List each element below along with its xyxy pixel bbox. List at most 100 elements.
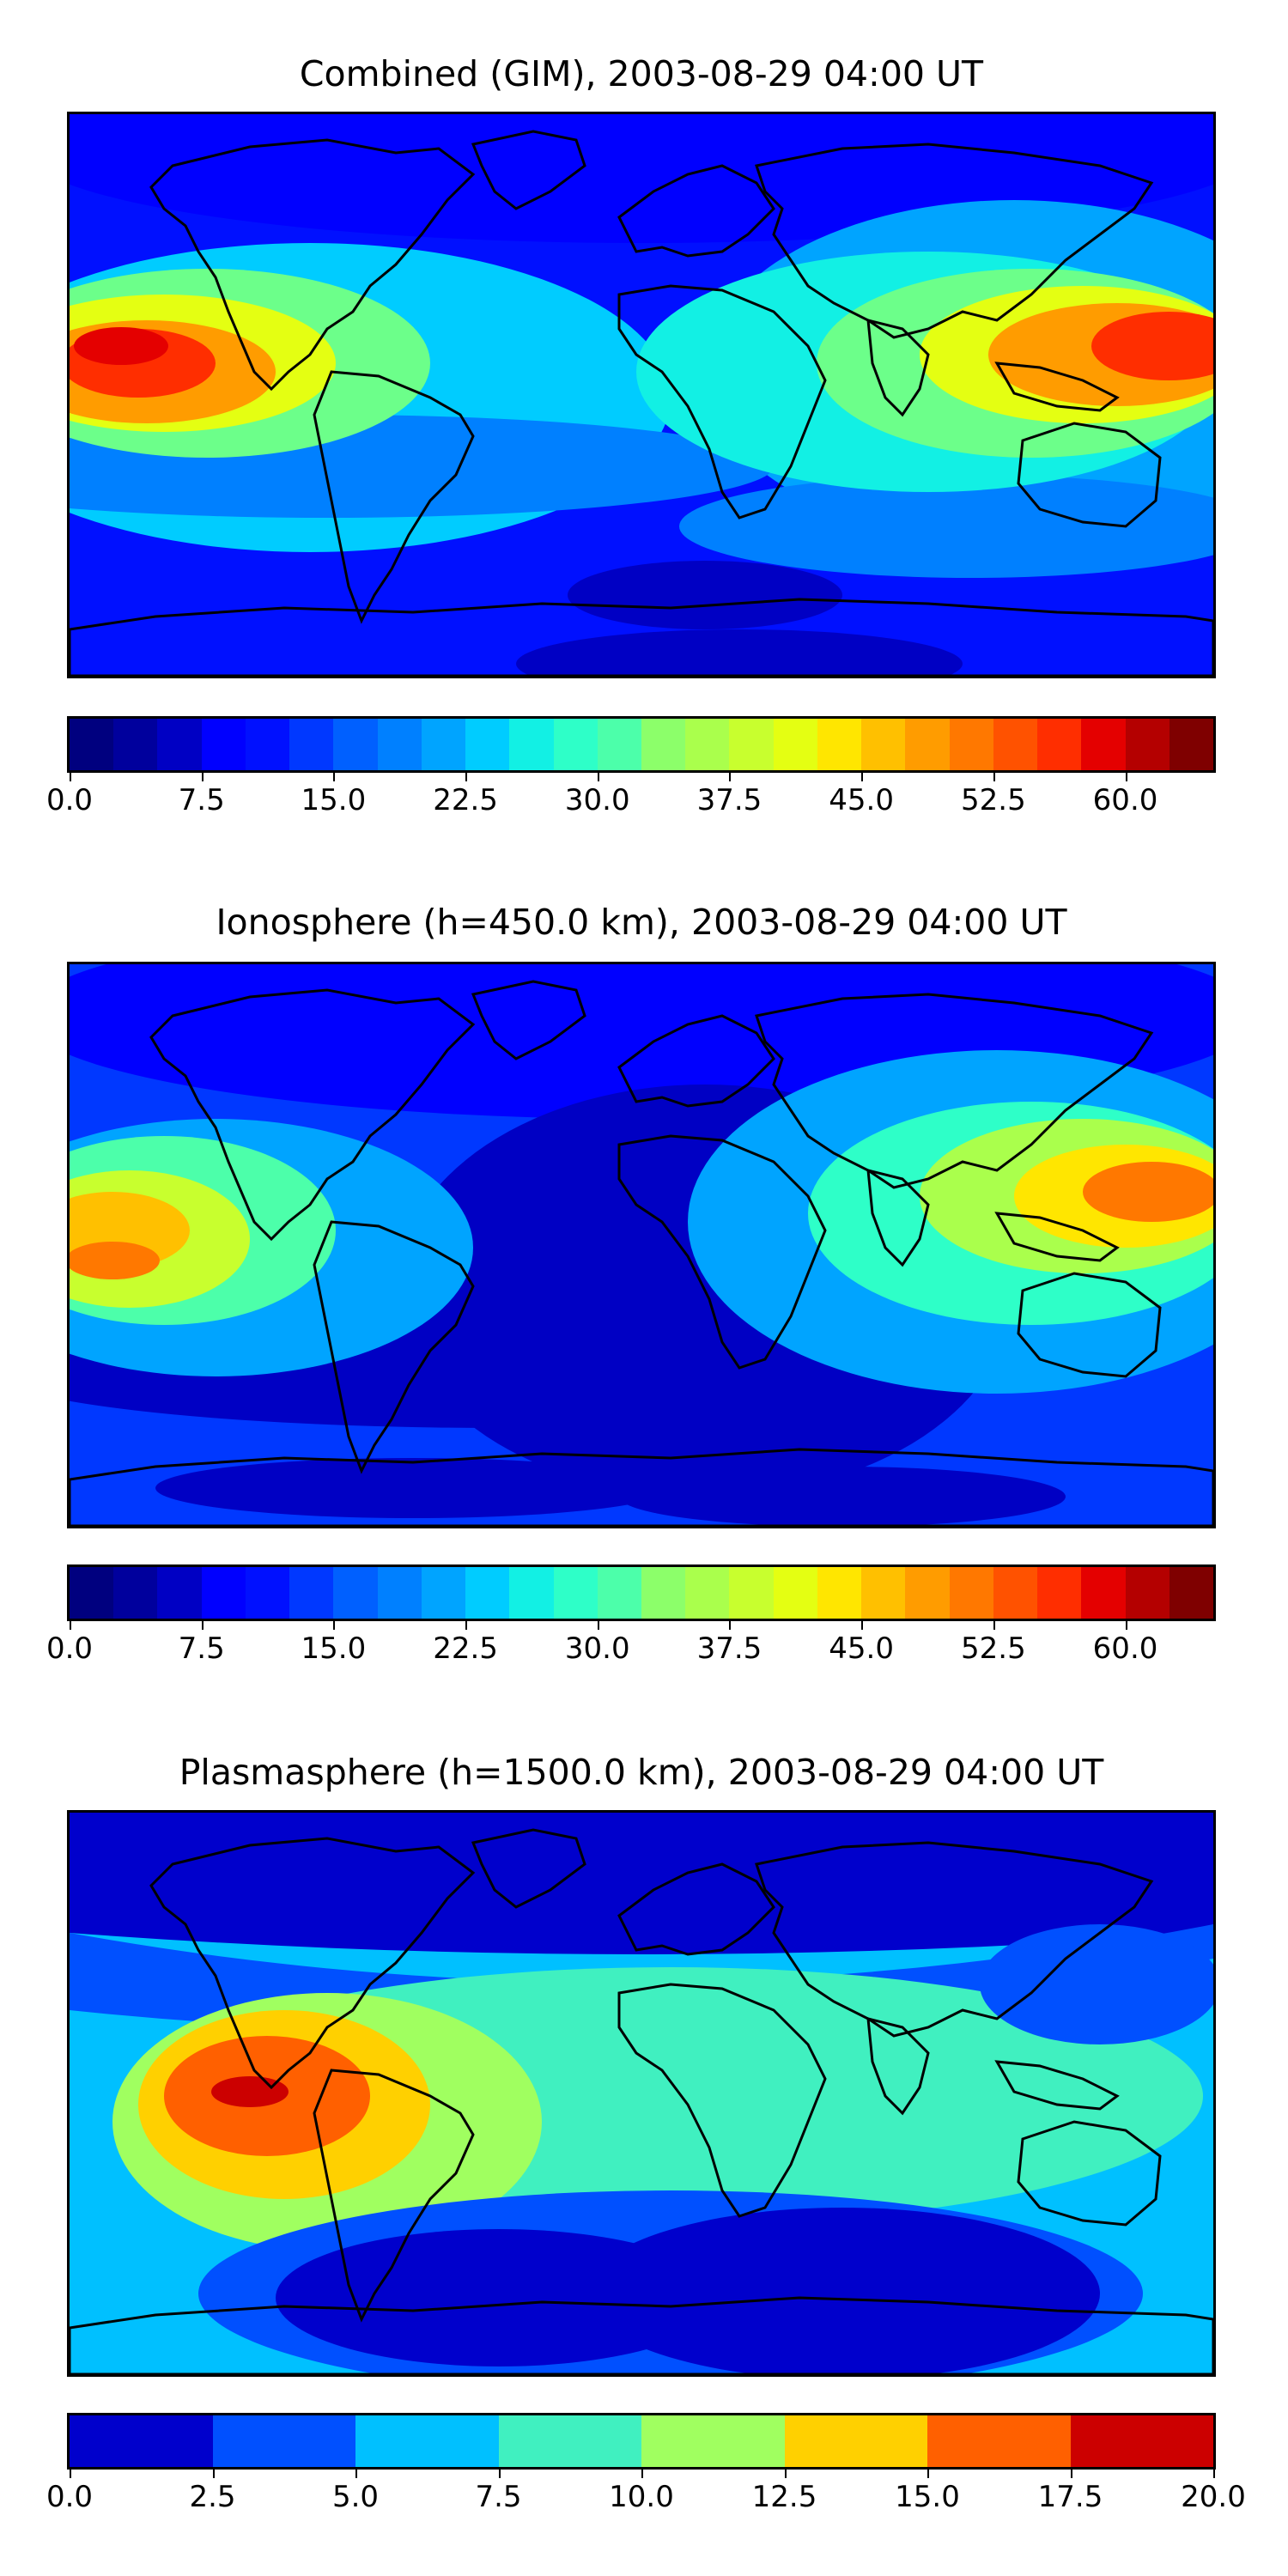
colorbar-tick-label: 60.0	[1092, 783, 1158, 817]
colorbar-tick	[1125, 1621, 1127, 1630]
colorbar-segment	[949, 719, 994, 770]
colorbar-segment	[70, 2415, 214, 2467]
colorbar-tick-label: 0.0	[46, 2480, 94, 2514]
colorbar-segment	[641, 2415, 786, 2467]
colorbar-segment	[70, 1567, 115, 1619]
coastline	[471, 1828, 586, 1909]
coastline	[994, 361, 1120, 412]
colorbar-tick	[597, 773, 599, 781]
coastline	[70, 1448, 1213, 1526]
colorbar	[67, 716, 1216, 773]
colorbar-tick	[70, 773, 71, 781]
colorbar-segment	[729, 1567, 775, 1619]
coastline	[70, 598, 1213, 676]
colorbar-tick	[465, 1621, 468, 1630]
colorbar-tick	[641, 2470, 643, 2478]
colorbar-segment	[212, 2415, 356, 2467]
colorbar	[67, 1564, 1216, 1621]
tec-map	[70, 964, 1213, 1526]
colorbar-tick	[861, 1621, 864, 1630]
coastline	[471, 980, 586, 1060]
colorbar-segment	[377, 719, 422, 770]
colorbar-segment	[817, 1567, 863, 1619]
coastline	[617, 1134, 827, 1370]
colorbar-segment	[773, 719, 818, 770]
colorbar-tick-label: 22.5	[433, 783, 498, 817]
colorbar-tick-label: 20.0	[1181, 2480, 1246, 2514]
colorbar-tick-label: 5.0	[331, 2480, 380, 2514]
colorbar-segment	[498, 2415, 642, 2467]
coastline	[994, 2060, 1120, 2111]
coastline	[149, 988, 476, 1242]
colorbar-tick-label: 37.5	[696, 1631, 762, 1666]
colorbar-tick	[861, 773, 864, 781]
coastline	[313, 1220, 475, 1474]
colorbar-segment	[817, 719, 863, 770]
colorbar-segment	[1125, 719, 1170, 770]
colorbar-segment	[1081, 719, 1127, 770]
colorbar-segment	[70, 719, 115, 770]
coastline	[866, 319, 930, 417]
panel-title: Ionosphere (h=450.0 km), 2003-08-29 04:0…	[216, 902, 1067, 943]
colorbar-tick	[70, 2470, 71, 2478]
colorbar-segment	[993, 719, 1039, 770]
colorbar-segment	[509, 719, 555, 770]
colorbar-tick-label: 7.5	[178, 1631, 225, 1666]
colorbar-tick	[993, 1621, 995, 1630]
colorbar-tick-label: 10.0	[609, 2480, 674, 2514]
colorbar-segment	[861, 719, 907, 770]
colorbar-segment	[465, 1567, 511, 1619]
coastline	[755, 993, 1154, 1189]
colorbar-tick	[201, 1621, 204, 1630]
contour-region	[70, 1813, 1213, 1954]
colorbar-segment	[245, 719, 291, 770]
colorbar-tick-label: 52.5	[960, 1631, 1026, 1666]
colorbar-segment	[597, 719, 642, 770]
colorbar-tick	[333, 1621, 336, 1630]
coastline	[313, 370, 475, 624]
coastline	[1017, 422, 1162, 528]
colorbar-segment	[333, 719, 379, 770]
contour-region	[619, 1467, 1066, 1526]
contour-region	[155, 1458, 671, 1518]
colorbar-segment	[1037, 719, 1083, 770]
colorbar-tick	[498, 2470, 501, 2478]
colorbar-segment	[289, 1567, 335, 1619]
colorbar-segment	[927, 2415, 1072, 2467]
colorbar-segment	[905, 1567, 951, 1619]
colorbar-tick-label: 30.0	[564, 783, 630, 817]
colorbar-tick	[333, 773, 336, 781]
colorbar-tick	[1213, 2470, 1215, 2478]
colorbar-segment	[784, 2415, 928, 2467]
contour-region	[1091, 312, 1213, 380]
colorbar-tick-label: 7.5	[178, 783, 225, 817]
colorbar-tick	[993, 773, 995, 781]
colorbar-segment	[1125, 1567, 1170, 1619]
colorbar-segment	[773, 1567, 818, 1619]
colorbar	[67, 2413, 1216, 2470]
contour-region	[679, 475, 1213, 578]
colorbar-segment	[949, 1567, 994, 1619]
colorbar-segment	[355, 2415, 500, 2467]
colorbar-segment	[861, 1567, 907, 1619]
coastline	[866, 1169, 930, 1267]
colorbar-tick-label: 30.0	[564, 1631, 630, 1666]
colorbar-segment	[597, 1567, 642, 1619]
coastline	[617, 164, 775, 258]
colorbar-segment	[685, 719, 731, 770]
colorbar-tick-label: 17.5	[1037, 2480, 1103, 2514]
colorbar-tick-label: 15.0	[301, 783, 367, 817]
colorbar-segment	[377, 1567, 422, 1619]
colorbar-segment	[421, 719, 467, 770]
colorbar-tick	[597, 1621, 599, 1630]
colorbar-tick-label: 7.5	[475, 2480, 522, 2514]
colorbar-segment	[1081, 1567, 1127, 1619]
colorbar-segment	[1070, 2415, 1213, 2467]
colorbar-segment	[113, 719, 159, 770]
colorbar-tick	[70, 1621, 71, 1630]
colorbar-tick-label: 22.5	[433, 1631, 498, 1666]
tec-map	[70, 1813, 1213, 2374]
colorbar-tick-label: 45.0	[829, 783, 894, 817]
contour-region	[568, 561, 842, 629]
colorbar-segment	[685, 1567, 731, 1619]
